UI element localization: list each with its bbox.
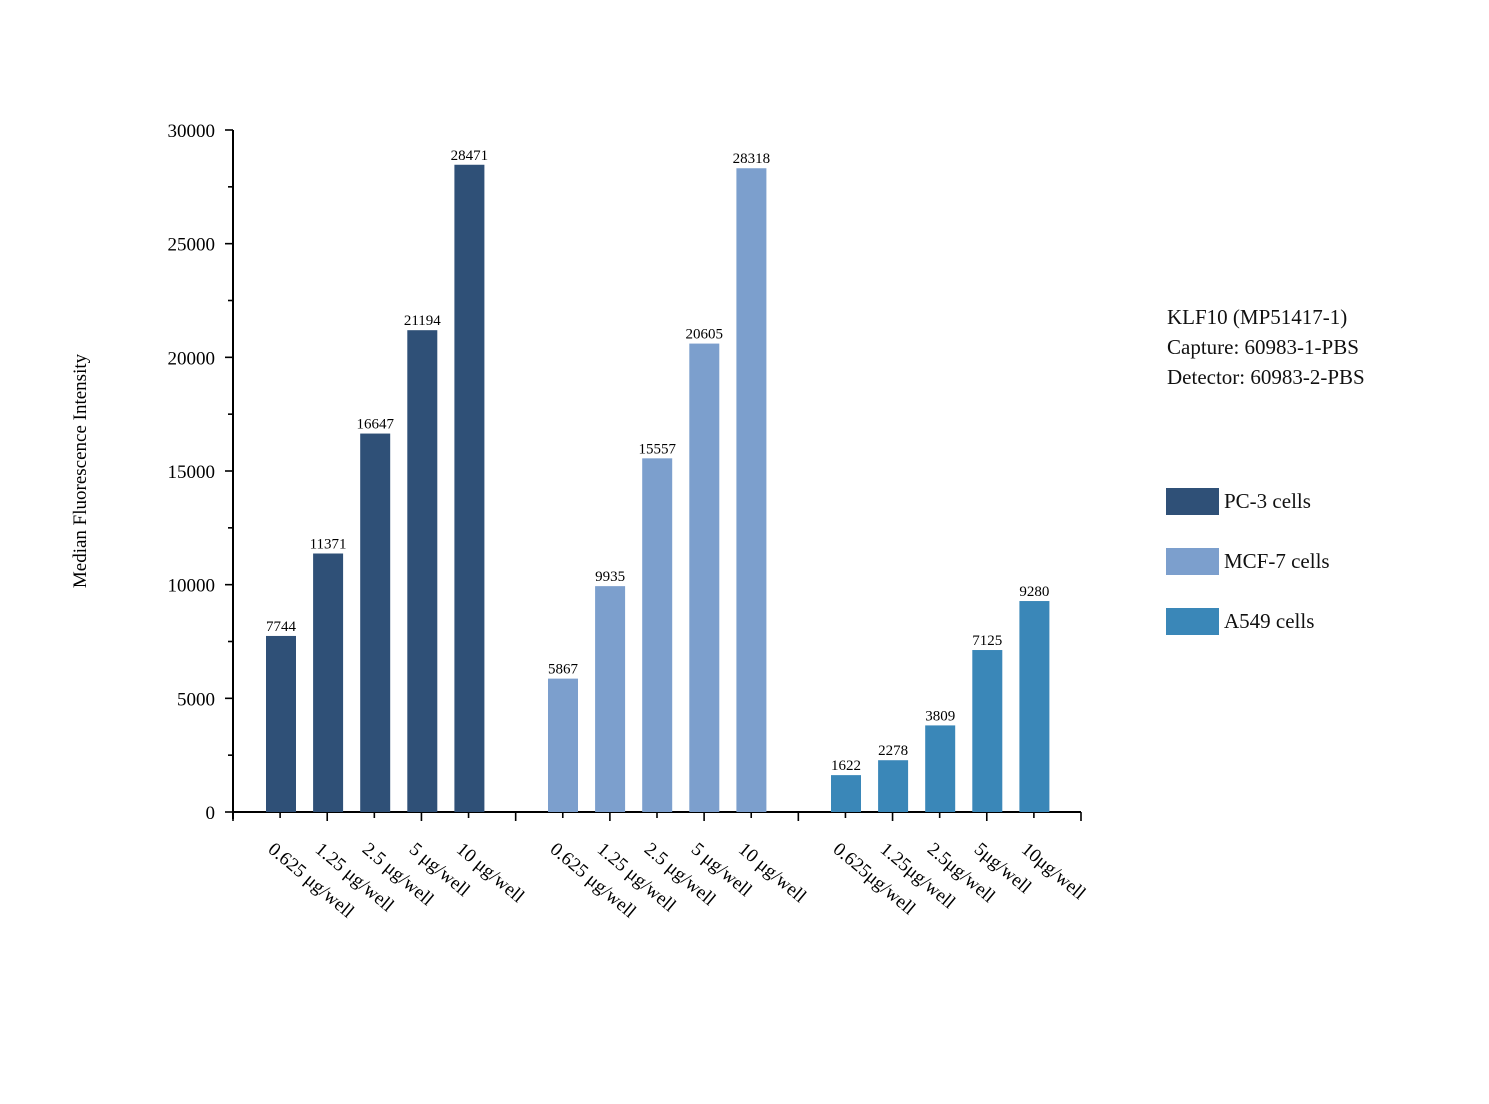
bar xyxy=(313,553,344,812)
y-axis-title: Median Fluorescence Intensity xyxy=(70,353,91,588)
y-tick-label: 5000 xyxy=(177,689,215,710)
y-tick-label: 15000 xyxy=(168,462,216,483)
bar-value-label: 28471 xyxy=(451,148,489,164)
legend-swatch-a549 xyxy=(1166,608,1219,635)
bar xyxy=(266,635,296,812)
info-capture: Capture: 60983-1-PBS xyxy=(1167,335,1359,359)
bar-value-label: 7744 xyxy=(266,619,297,635)
info-antibody: KLF10 (MP51417-1) xyxy=(1167,305,1348,329)
y-tick-label: 30000 xyxy=(168,121,216,142)
bar xyxy=(736,168,767,812)
bar-value-label: 21194 xyxy=(404,313,441,329)
chart-info: KLF10 (MP51417-1) Capture: 60983-1-PBS D… xyxy=(1167,302,1365,392)
bar xyxy=(407,330,438,812)
bar-value-label: 5867 xyxy=(548,662,579,678)
bar-value-label: 9280 xyxy=(1019,584,1049,600)
bar-value-label: 28318 xyxy=(733,151,771,167)
bar xyxy=(878,760,909,812)
y-tick-label: 0 xyxy=(206,803,216,824)
bar-value-label: 11371 xyxy=(310,536,347,552)
legend-item-mcf7: MCF-7 cells xyxy=(1166,548,1330,575)
bar xyxy=(454,164,485,812)
legend-label-a549: A549 cells xyxy=(1224,609,1315,633)
bar-value-label: 3809 xyxy=(925,708,955,724)
legend-label-pc3: PC-3 cells xyxy=(1224,489,1311,513)
bar xyxy=(360,433,391,812)
info-detector: Detector: 60983-2-PBS xyxy=(1167,365,1365,389)
bar-value-label: 15557 xyxy=(638,441,676,457)
bar xyxy=(548,678,578,812)
legend-swatch-pc3 xyxy=(1166,488,1219,515)
bar xyxy=(1019,601,1050,812)
bar-value-label: 7125 xyxy=(972,633,1002,649)
bar-value-label: 9935 xyxy=(595,569,625,585)
legend-label-mcf7: MCF-7 cells xyxy=(1224,549,1330,573)
legend-item-pc3: PC-3 cells xyxy=(1166,488,1311,515)
bar xyxy=(595,586,626,812)
bar xyxy=(925,725,956,812)
bar xyxy=(689,343,720,812)
bar-value-label: 16647 xyxy=(356,417,394,433)
bar xyxy=(831,775,861,812)
y-tick-label: 25000 xyxy=(168,235,216,256)
bar-value-label: 1622 xyxy=(831,758,861,774)
bar-value-label: 2278 xyxy=(878,743,908,759)
bar-value-label: 20605 xyxy=(686,327,724,343)
legend-swatch-mcf7 xyxy=(1166,548,1219,575)
legend-item-a549: A549 cells xyxy=(1166,608,1314,635)
y-tick-label: 10000 xyxy=(168,576,216,597)
y-tick-label: 20000 xyxy=(168,348,216,369)
x-category-label: 10μg/well xyxy=(1017,839,1089,904)
bar xyxy=(642,458,673,812)
bar xyxy=(972,650,1003,812)
